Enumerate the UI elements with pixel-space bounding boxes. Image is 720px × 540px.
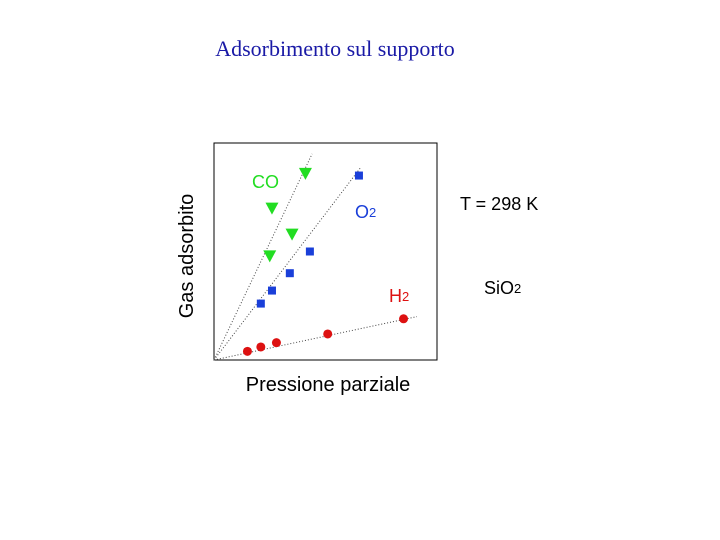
plot-frame	[213, 142, 438, 361]
point-h2-1	[242, 346, 252, 356]
support-label-sub: 2	[514, 281, 521, 296]
series-label-h2-main: H	[389, 286, 402, 306]
series-label-o2-sub: 2	[369, 205, 376, 220]
point-o2-2	[267, 286, 276, 295]
temperature-label: T = 298 K	[460, 194, 538, 214]
x-axis-label: Pressione parziale	[246, 374, 411, 396]
support-label-o: O	[500, 278, 514, 298]
point-o2-1	[256, 299, 265, 308]
point-o2-4	[305, 247, 314, 256]
series-label-o2: O2	[355, 202, 376, 222]
fit-lines	[213, 153, 418, 361]
point-co-3	[265, 202, 279, 215]
series-label-co: CO	[252, 172, 279, 192]
series-label-co-main: CO	[252, 172, 279, 192]
point-co-2	[285, 228, 299, 241]
point-o2-3	[285, 269, 294, 278]
fit-line-o2	[213, 166, 362, 361]
support-label: SiO2	[484, 278, 521, 298]
series-label-h2-sub: 2	[402, 289, 409, 304]
point-co-4	[298, 167, 312, 180]
point-h2-3	[271, 338, 281, 348]
y-axis-label: Gas adsorbito	[176, 194, 198, 319]
data-points	[242, 167, 409, 356]
series-label-o2-main: O	[355, 202, 369, 222]
point-h2-5	[399, 314, 409, 324]
point-o2-5	[354, 171, 363, 180]
series-label-h2: H2	[389, 286, 409, 306]
point-co-1	[263, 250, 277, 263]
support-label-si: Si	[484, 278, 500, 298]
point-h2-2	[256, 342, 266, 352]
slide-title: Adsorbimento sul supporto	[215, 36, 455, 61]
fit-line-co	[213, 153, 313, 361]
point-h2-4	[323, 329, 333, 339]
